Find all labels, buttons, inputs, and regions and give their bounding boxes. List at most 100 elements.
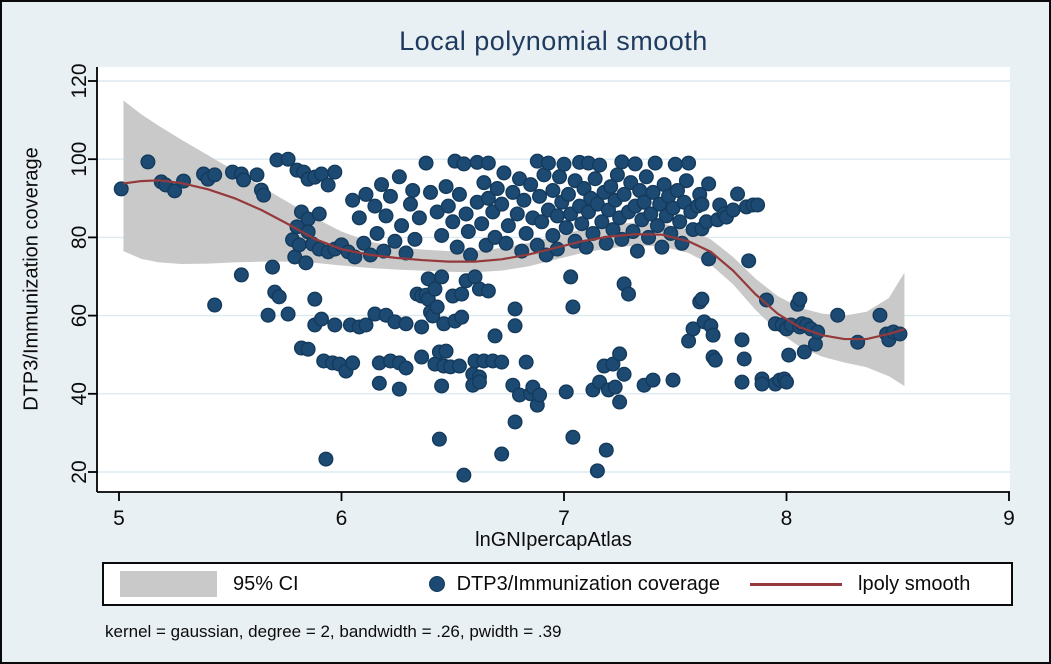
- legend-label-scatter: DTP3/Immunization coverage: [456, 572, 721, 595]
- scatter-point: [734, 374, 750, 390]
- scatter-point: [665, 372, 681, 388]
- scatter-point: [625, 224, 641, 240]
- scatter-point: [545, 227, 561, 243]
- scatter-point: [345, 192, 361, 208]
- legend: 95% CI DTP3/Immunization coverage lpoly …: [102, 562, 1013, 606]
- scatter-point: [236, 172, 252, 188]
- scatter-point: [449, 239, 465, 255]
- kernel-note: kernel = gaussian, degree = 2, bandwidth…: [105, 622, 562, 641]
- scatter-point: [280, 151, 296, 167]
- scatter-point: [638, 169, 654, 185]
- scatter-point: [505, 184, 521, 200]
- scatter-point: [456, 156, 472, 172]
- legend-label-ci: 95% CI: [233, 572, 299, 595]
- scatter-point: [607, 379, 623, 395]
- scatter-point: [694, 291, 710, 307]
- scatter-point: [545, 182, 561, 198]
- scatter-point: [271, 289, 287, 305]
- scatter-point: [496, 165, 512, 181]
- scatter-point: [830, 307, 846, 323]
- scatter-point: [645, 184, 661, 200]
- scatter-point: [549, 208, 565, 224]
- y-tick-label: 60: [68, 304, 91, 327]
- scatter-point: [563, 269, 579, 285]
- scatter-point: [540, 155, 556, 171]
- scatter-point: [616, 366, 632, 382]
- scatter-point: [398, 360, 414, 376]
- scatter-point: [730, 186, 746, 202]
- scatter-point: [480, 283, 496, 299]
- scatter-point: [260, 307, 276, 323]
- scatter-point: [382, 188, 398, 204]
- scatter-point: [402, 196, 418, 212]
- scatter-point: [558, 384, 574, 400]
- scatter-point: [725, 202, 741, 218]
- scatter-point: [498, 235, 514, 251]
- scatter-point: [641, 229, 657, 245]
- scatter-point: [423, 184, 439, 200]
- scatter-point: [643, 206, 659, 222]
- scatter-point: [694, 196, 710, 212]
- x-tick-label: 9: [1003, 507, 1015, 530]
- scatter-point: [850, 334, 866, 350]
- scatter-point: [741, 253, 757, 269]
- scatter-point: [476, 175, 492, 191]
- scatter-point: [523, 177, 539, 193]
- scatter-point: [807, 336, 823, 352]
- scatter-point: [480, 190, 496, 206]
- scatter-point: [574, 216, 590, 232]
- scatter-point: [681, 155, 697, 171]
- scatter-point: [398, 316, 414, 332]
- scatter-point: [649, 218, 665, 234]
- scatter-point: [621, 286, 637, 302]
- scatter-point: [612, 394, 628, 410]
- scatter-point: [367, 198, 383, 214]
- scatter-point: [594, 214, 610, 230]
- scatter-point: [736, 351, 752, 367]
- scatter-point: [560, 186, 576, 202]
- scatter-point: [474, 216, 490, 232]
- scatter-point: [796, 344, 812, 360]
- scatter-point: [636, 194, 652, 210]
- scatter-point: [494, 446, 510, 462]
- scatter-point: [374, 177, 390, 193]
- lpoly-line-icon: [750, 582, 843, 586]
- scatter-point: [280, 306, 296, 322]
- scatter-point: [565, 429, 581, 445]
- scatter-point: [249, 167, 265, 183]
- scatter-point: [616, 186, 632, 202]
- scatter-point: [507, 318, 523, 334]
- scatter-point: [612, 346, 628, 362]
- scatter-point: [507, 301, 523, 317]
- scatter-point: [371, 375, 387, 391]
- scatter-point: [369, 225, 385, 241]
- scatter-point: [750, 197, 766, 213]
- scatter-point: [872, 307, 888, 323]
- y-axis-title: DTP3/Immunization coverage: [20, 147, 43, 411]
- scatter-point: [509, 206, 525, 222]
- scatter-point: [327, 164, 343, 180]
- scatter-point: [609, 167, 625, 183]
- scatter-point: [518, 225, 534, 241]
- scatter-point: [307, 291, 323, 307]
- scatter-point: [487, 328, 503, 344]
- scatter-point: [327, 317, 343, 333]
- scatter-point: [434, 378, 450, 394]
- scatter-point: [532, 387, 548, 403]
- y-tick-label: 20: [68, 460, 91, 483]
- plot-background: [97, 67, 1010, 492]
- x-tick-label: 7: [558, 507, 570, 530]
- scatter-point: [758, 292, 774, 308]
- scatter-point: [480, 155, 496, 171]
- scatter-point: [391, 169, 407, 185]
- scatter-point: [398, 245, 414, 261]
- scatter-point: [429, 299, 445, 315]
- scatter-point: [113, 181, 129, 197]
- legend-label-lpoly: lpoly smooth: [858, 572, 971, 595]
- scatter-point: [405, 182, 421, 198]
- scatter-point: [629, 243, 645, 259]
- scatter-point: [556, 156, 572, 172]
- scatter-point: [654, 239, 670, 255]
